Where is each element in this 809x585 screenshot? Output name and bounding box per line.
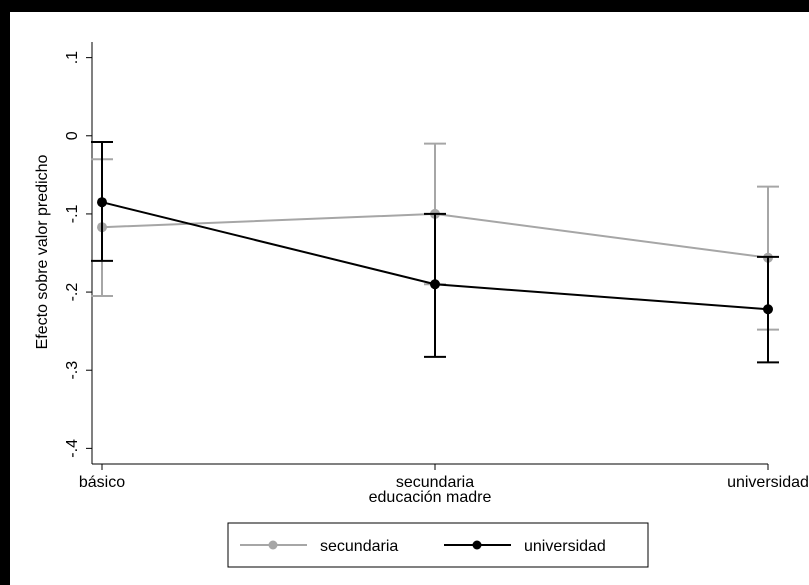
y-tick-label: -.4	[64, 439, 81, 458]
y-tick-label: .1	[64, 51, 81, 64]
legend-marker-secundaria	[268, 540, 278, 550]
legend-marker-universidad	[472, 540, 482, 550]
y-tick-label: -.3	[64, 361, 81, 380]
legend-label-universidad: universidad	[524, 538, 606, 555]
chart-frame: .1 0 -.1 -.2 -.3 -.4 básico secundaria universi…	[10, 12, 809, 585]
x-axis-label: educación madre	[369, 489, 492, 506]
point-universidad	[430, 279, 440, 290]
y-tick-label: 0	[64, 131, 81, 140]
legend-label-secundaria: secundaria	[320, 538, 398, 555]
legend: secundaria universidad	[227, 522, 649, 568]
axes	[91, 42, 768, 465]
chart-svg: .1 0 -.1 -.2 -.3 -.4 básico secundaria universi…	[34, 42, 809, 568]
x-tick-label: universidad	[727, 474, 809, 491]
x-ticks: básico secundaria universidad	[79, 464, 809, 491]
series-layer	[91, 141, 779, 364]
point-universidad	[97, 197, 107, 208]
x-tick-label: secundaria	[396, 474, 474, 491]
x-tick-label: básico	[79, 474, 125, 491]
y-tick-label: -.1	[64, 204, 81, 223]
y-ticks: .1 0 -.1 -.2 -.3 -.4	[64, 51, 92, 458]
y-tick-label: -.2	[64, 283, 81, 302]
point-universidad	[763, 304, 773, 315]
y-axis-label: Efecto sobre valor predicho	[34, 155, 51, 350]
